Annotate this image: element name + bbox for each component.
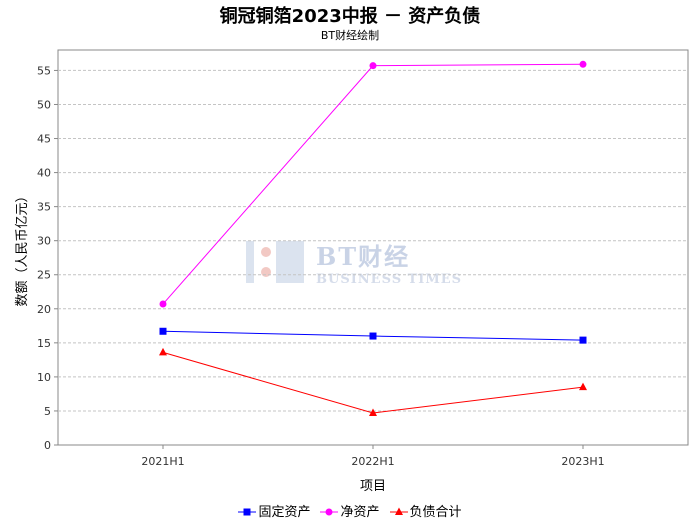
y-tick-label: 55: [37, 64, 51, 77]
y-tick-label: 0: [44, 439, 51, 452]
watermark-logo-bar: [246, 241, 254, 283]
y-tick-label: 20: [37, 303, 51, 316]
data-point: [370, 62, 377, 69]
y-tick-label: 35: [37, 201, 51, 214]
data-point: [580, 337, 587, 344]
watermark-logo-dot: [261, 267, 271, 277]
watermark-logo-dot: [261, 247, 271, 257]
y-tick-label: 50: [37, 98, 51, 111]
data-point: [160, 301, 167, 308]
x-tick-label: 2021H1: [141, 455, 184, 468]
data-point: [160, 328, 167, 335]
y-tick-label: 40: [37, 167, 51, 180]
y-tick-label: 15: [37, 337, 51, 350]
y-tick-label: 45: [37, 133, 51, 146]
y-tick-label: 10: [37, 371, 51, 384]
data-point: [580, 61, 587, 68]
data-point: [370, 333, 377, 340]
legend-item: 净资产: [320, 501, 379, 520]
legend-item: 负债合计: [390, 501, 462, 520]
legend-marker: [326, 508, 333, 515]
watermark-title: BT财经: [316, 242, 410, 271]
legend-swatch: [390, 506, 408, 516]
y-axis-label: 数额（人民币亿元）: [15, 189, 30, 306]
legend-label: 固定资产: [258, 501, 310, 520]
legend-marker: [244, 508, 251, 515]
x-tick-label: 2022H1: [351, 455, 394, 468]
legend-item: 固定资产: [238, 501, 310, 520]
legend-marker: [395, 507, 403, 515]
legend-swatch: [238, 506, 256, 516]
y-tick-label: 25: [37, 269, 51, 282]
legend-swatch: [320, 506, 338, 516]
x-tick-label: 2023H1: [561, 455, 604, 468]
legend-label: 负债合计: [410, 501, 462, 520]
y-tick-label: 30: [37, 235, 51, 248]
legend: 固定资产 净资产 负债合计: [0, 501, 700, 520]
watermark-logo-block: [276, 241, 304, 283]
x-axis-label: 项目: [360, 479, 386, 494]
legend-label: 净资产: [340, 501, 379, 520]
y-tick-label: 5: [44, 405, 51, 418]
